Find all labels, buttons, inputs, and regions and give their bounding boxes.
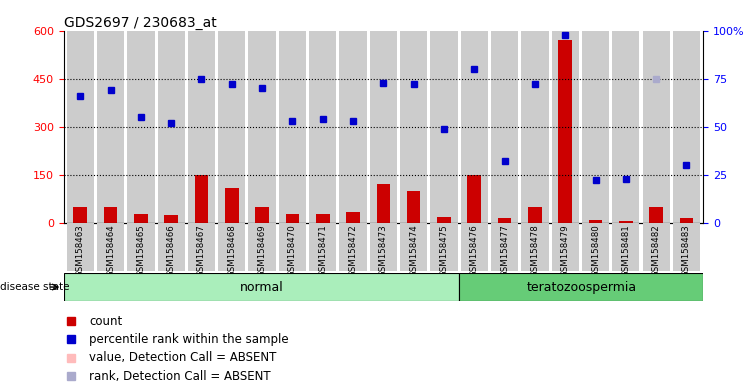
Text: GSM158483: GSM158483: [682, 224, 691, 277]
Bar: [376, 184, 390, 223]
Bar: [680, 218, 693, 223]
Bar: [400, 223, 427, 271]
Bar: [370, 223, 397, 271]
Bar: [619, 222, 633, 223]
Bar: [582, 223, 609, 271]
Bar: [559, 40, 572, 223]
Bar: [248, 223, 276, 271]
Bar: [521, 31, 548, 223]
Bar: [225, 188, 239, 223]
Text: GSM158467: GSM158467: [197, 224, 206, 277]
Bar: [551, 31, 579, 223]
Bar: [279, 223, 306, 271]
Bar: [430, 31, 458, 223]
Bar: [134, 214, 147, 223]
Text: GSM158463: GSM158463: [76, 224, 85, 277]
Bar: [346, 212, 360, 223]
Bar: [218, 31, 245, 223]
Bar: [188, 31, 215, 223]
Text: rank, Detection Call = ABSENT: rank, Detection Call = ABSENT: [89, 370, 271, 383]
Bar: [73, 207, 87, 223]
Bar: [158, 223, 185, 271]
Text: GSM158478: GSM158478: [530, 224, 539, 277]
Bar: [521, 223, 548, 271]
Bar: [309, 223, 337, 271]
Bar: [309, 31, 337, 223]
Bar: [461, 223, 488, 271]
Bar: [491, 31, 518, 223]
Bar: [551, 223, 579, 271]
Text: GSM158468: GSM158468: [227, 224, 236, 277]
Bar: [97, 223, 124, 271]
Bar: [649, 207, 663, 223]
Bar: [400, 31, 427, 223]
Bar: [491, 223, 518, 271]
Bar: [407, 191, 420, 223]
Bar: [316, 214, 330, 223]
Bar: [67, 223, 94, 271]
Text: GSM158473: GSM158473: [378, 224, 388, 277]
Bar: [589, 220, 602, 223]
Bar: [188, 223, 215, 271]
Bar: [104, 207, 117, 223]
Text: GSM158469: GSM158469: [257, 224, 266, 277]
Bar: [286, 214, 299, 223]
Text: GSM158474: GSM158474: [409, 224, 418, 277]
Bar: [461, 31, 488, 223]
Bar: [437, 217, 451, 223]
Bar: [67, 31, 94, 223]
Bar: [64, 273, 459, 301]
Text: GSM158465: GSM158465: [136, 224, 145, 277]
Bar: [672, 223, 700, 271]
Bar: [340, 223, 367, 271]
Text: teratozoospermia: teratozoospermia: [527, 281, 637, 293]
Bar: [459, 273, 703, 301]
Text: GSM158477: GSM158477: [500, 224, 509, 277]
Bar: [612, 31, 640, 223]
Bar: [582, 31, 609, 223]
Text: GSM158480: GSM158480: [591, 224, 600, 277]
Bar: [194, 175, 208, 223]
Text: GSM158472: GSM158472: [349, 224, 358, 277]
Bar: [255, 207, 269, 223]
Text: GSM158464: GSM158464: [106, 224, 115, 277]
Text: GSM158482: GSM158482: [652, 224, 660, 277]
Bar: [127, 223, 155, 271]
Text: GSM158470: GSM158470: [288, 224, 297, 277]
Bar: [528, 207, 542, 223]
Bar: [468, 175, 481, 223]
Text: GSM158481: GSM158481: [622, 224, 631, 277]
Bar: [279, 31, 306, 223]
Bar: [672, 31, 700, 223]
Bar: [218, 223, 245, 271]
Bar: [643, 223, 669, 271]
Text: count: count: [89, 314, 123, 328]
Text: GSM158479: GSM158479: [561, 224, 570, 277]
Bar: [158, 31, 185, 223]
Text: normal: normal: [239, 281, 283, 293]
Bar: [497, 218, 512, 223]
Bar: [97, 31, 124, 223]
Bar: [165, 215, 178, 223]
Bar: [612, 223, 640, 271]
Text: GSM158475: GSM158475: [440, 224, 449, 277]
Text: GSM158471: GSM158471: [318, 224, 327, 277]
Text: GSM158476: GSM158476: [470, 224, 479, 277]
Text: GDS2697 / 230683_at: GDS2697 / 230683_at: [64, 16, 216, 30]
Bar: [643, 31, 669, 223]
Bar: [248, 31, 276, 223]
Bar: [127, 31, 155, 223]
Text: percentile rank within the sample: percentile rank within the sample: [89, 333, 289, 346]
Text: disease state: disease state: [0, 282, 70, 292]
Text: value, Detection Call = ABSENT: value, Detection Call = ABSENT: [89, 351, 277, 364]
Bar: [430, 223, 458, 271]
Text: GSM158466: GSM158466: [167, 224, 176, 277]
Bar: [370, 31, 397, 223]
Bar: [340, 31, 367, 223]
